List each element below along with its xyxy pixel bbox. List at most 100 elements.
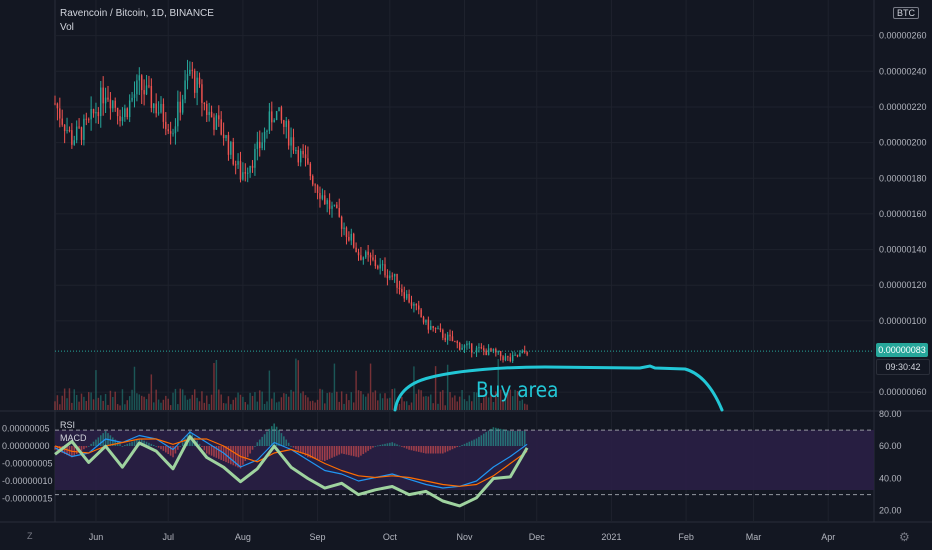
candle-body xyxy=(348,236,350,241)
volume-bar xyxy=(232,399,234,410)
volume-bar xyxy=(184,395,186,410)
macd-histogram-bar xyxy=(381,444,384,446)
candle-body xyxy=(102,87,104,104)
macd-histogram-bar xyxy=(463,443,466,446)
candle-body xyxy=(287,120,290,146)
volume-bar xyxy=(386,398,389,410)
candle-body xyxy=(222,134,225,139)
candle-body xyxy=(502,356,504,361)
candle-body xyxy=(360,255,362,260)
volume-bar xyxy=(75,394,78,410)
candle-body xyxy=(186,74,189,81)
macd-histogram-bar xyxy=(90,443,92,446)
macd-histogram-bar xyxy=(299,446,302,453)
volume-bar xyxy=(425,396,427,410)
volume-bar xyxy=(259,390,261,410)
volume-bar xyxy=(427,396,430,410)
candle-body xyxy=(143,90,145,95)
macd-histogram-bar xyxy=(519,431,521,446)
timezone-icon[interactable]: Z xyxy=(27,531,33,541)
y-tick-label: 0.00000200 xyxy=(879,138,927,148)
macd-histogram-bar xyxy=(340,446,343,454)
volume-bar xyxy=(463,399,466,410)
volume-bar xyxy=(237,392,239,410)
y-tick-label: 0.00000160 xyxy=(879,209,927,219)
volume-bar xyxy=(432,403,434,410)
macd-histogram-bar xyxy=(509,431,512,446)
macd-histogram-bar xyxy=(251,446,254,450)
candle-body xyxy=(162,103,165,122)
macd-histogram-bar xyxy=(210,446,213,456)
candle-body xyxy=(80,127,83,140)
candle-body xyxy=(116,107,119,117)
volume-bar xyxy=(324,403,326,410)
macd-tick-label: -0.00000010 xyxy=(2,476,53,486)
candle-body xyxy=(369,254,372,258)
y-tick-label: 0.00000260 xyxy=(879,31,927,41)
volume-bar xyxy=(61,395,63,410)
candle-body xyxy=(312,176,314,185)
macd-histogram-bar xyxy=(203,446,206,451)
candle-body xyxy=(184,80,186,100)
macd-histogram-bar xyxy=(266,431,268,446)
volume-bar xyxy=(507,391,509,410)
macd-label[interactable]: MACD xyxy=(60,433,87,443)
volume-bar xyxy=(379,393,381,410)
volume-bar xyxy=(278,401,280,410)
volume-bar xyxy=(415,393,418,410)
candle-body xyxy=(63,124,66,132)
candle-body xyxy=(478,347,480,349)
candle-body xyxy=(278,107,280,112)
candle-body xyxy=(283,120,285,127)
candle-body xyxy=(68,130,71,132)
macd-histogram-bar xyxy=(174,446,177,454)
macd-histogram-bar xyxy=(256,442,259,446)
volume-bar xyxy=(502,400,504,410)
macd-histogram-bar xyxy=(502,429,504,446)
volume-bar xyxy=(121,389,124,410)
x-tick-label: Sep xyxy=(310,532,326,542)
macd-histogram-bar xyxy=(369,446,372,450)
volume-bar xyxy=(516,391,519,410)
candle-body xyxy=(326,200,328,205)
macd-histogram-bar xyxy=(326,446,328,460)
volume-bar xyxy=(213,362,215,410)
macd-histogram-bar xyxy=(73,446,76,456)
volume-bar xyxy=(434,366,437,410)
volume-bar xyxy=(249,392,251,410)
volume-bar xyxy=(95,370,97,410)
volume-bar xyxy=(372,392,374,410)
candle-body xyxy=(437,328,439,330)
macd-histogram-bar xyxy=(287,442,290,446)
macd-histogram-bar xyxy=(350,446,353,456)
buy-area-annotation: Buy area xyxy=(476,378,559,402)
candle-body xyxy=(408,294,410,303)
volume-bar xyxy=(362,394,365,410)
candle-body xyxy=(160,103,162,113)
volume-bar xyxy=(208,403,210,410)
candle-body xyxy=(75,126,78,141)
macd-histogram-bar xyxy=(290,446,292,447)
macd-histogram-bar xyxy=(331,446,333,458)
candle-body xyxy=(218,115,220,120)
volume-bar xyxy=(256,401,259,410)
rsi-label[interactable]: RSI xyxy=(60,420,76,430)
macd-histogram-bar xyxy=(372,446,374,448)
volume-bar xyxy=(299,393,302,410)
candle-body xyxy=(386,275,389,279)
macd-histogram-bar xyxy=(343,446,345,455)
macd-histogram-bar xyxy=(273,423,276,446)
macd-histogram-bar xyxy=(136,439,138,446)
volume-bar xyxy=(456,401,458,410)
volume-bar xyxy=(90,392,92,410)
candle-body xyxy=(461,347,463,350)
gear-icon[interactable]: ⚙ xyxy=(899,530,910,544)
volume-bar xyxy=(138,394,141,410)
candle-body xyxy=(210,111,213,118)
macd-histogram-bar xyxy=(181,442,184,446)
macd-histogram-bar xyxy=(439,446,442,454)
macd-histogram-bar xyxy=(323,446,326,461)
volume-bar xyxy=(246,404,249,410)
currency-button[interactable]: BTC xyxy=(893,7,919,19)
